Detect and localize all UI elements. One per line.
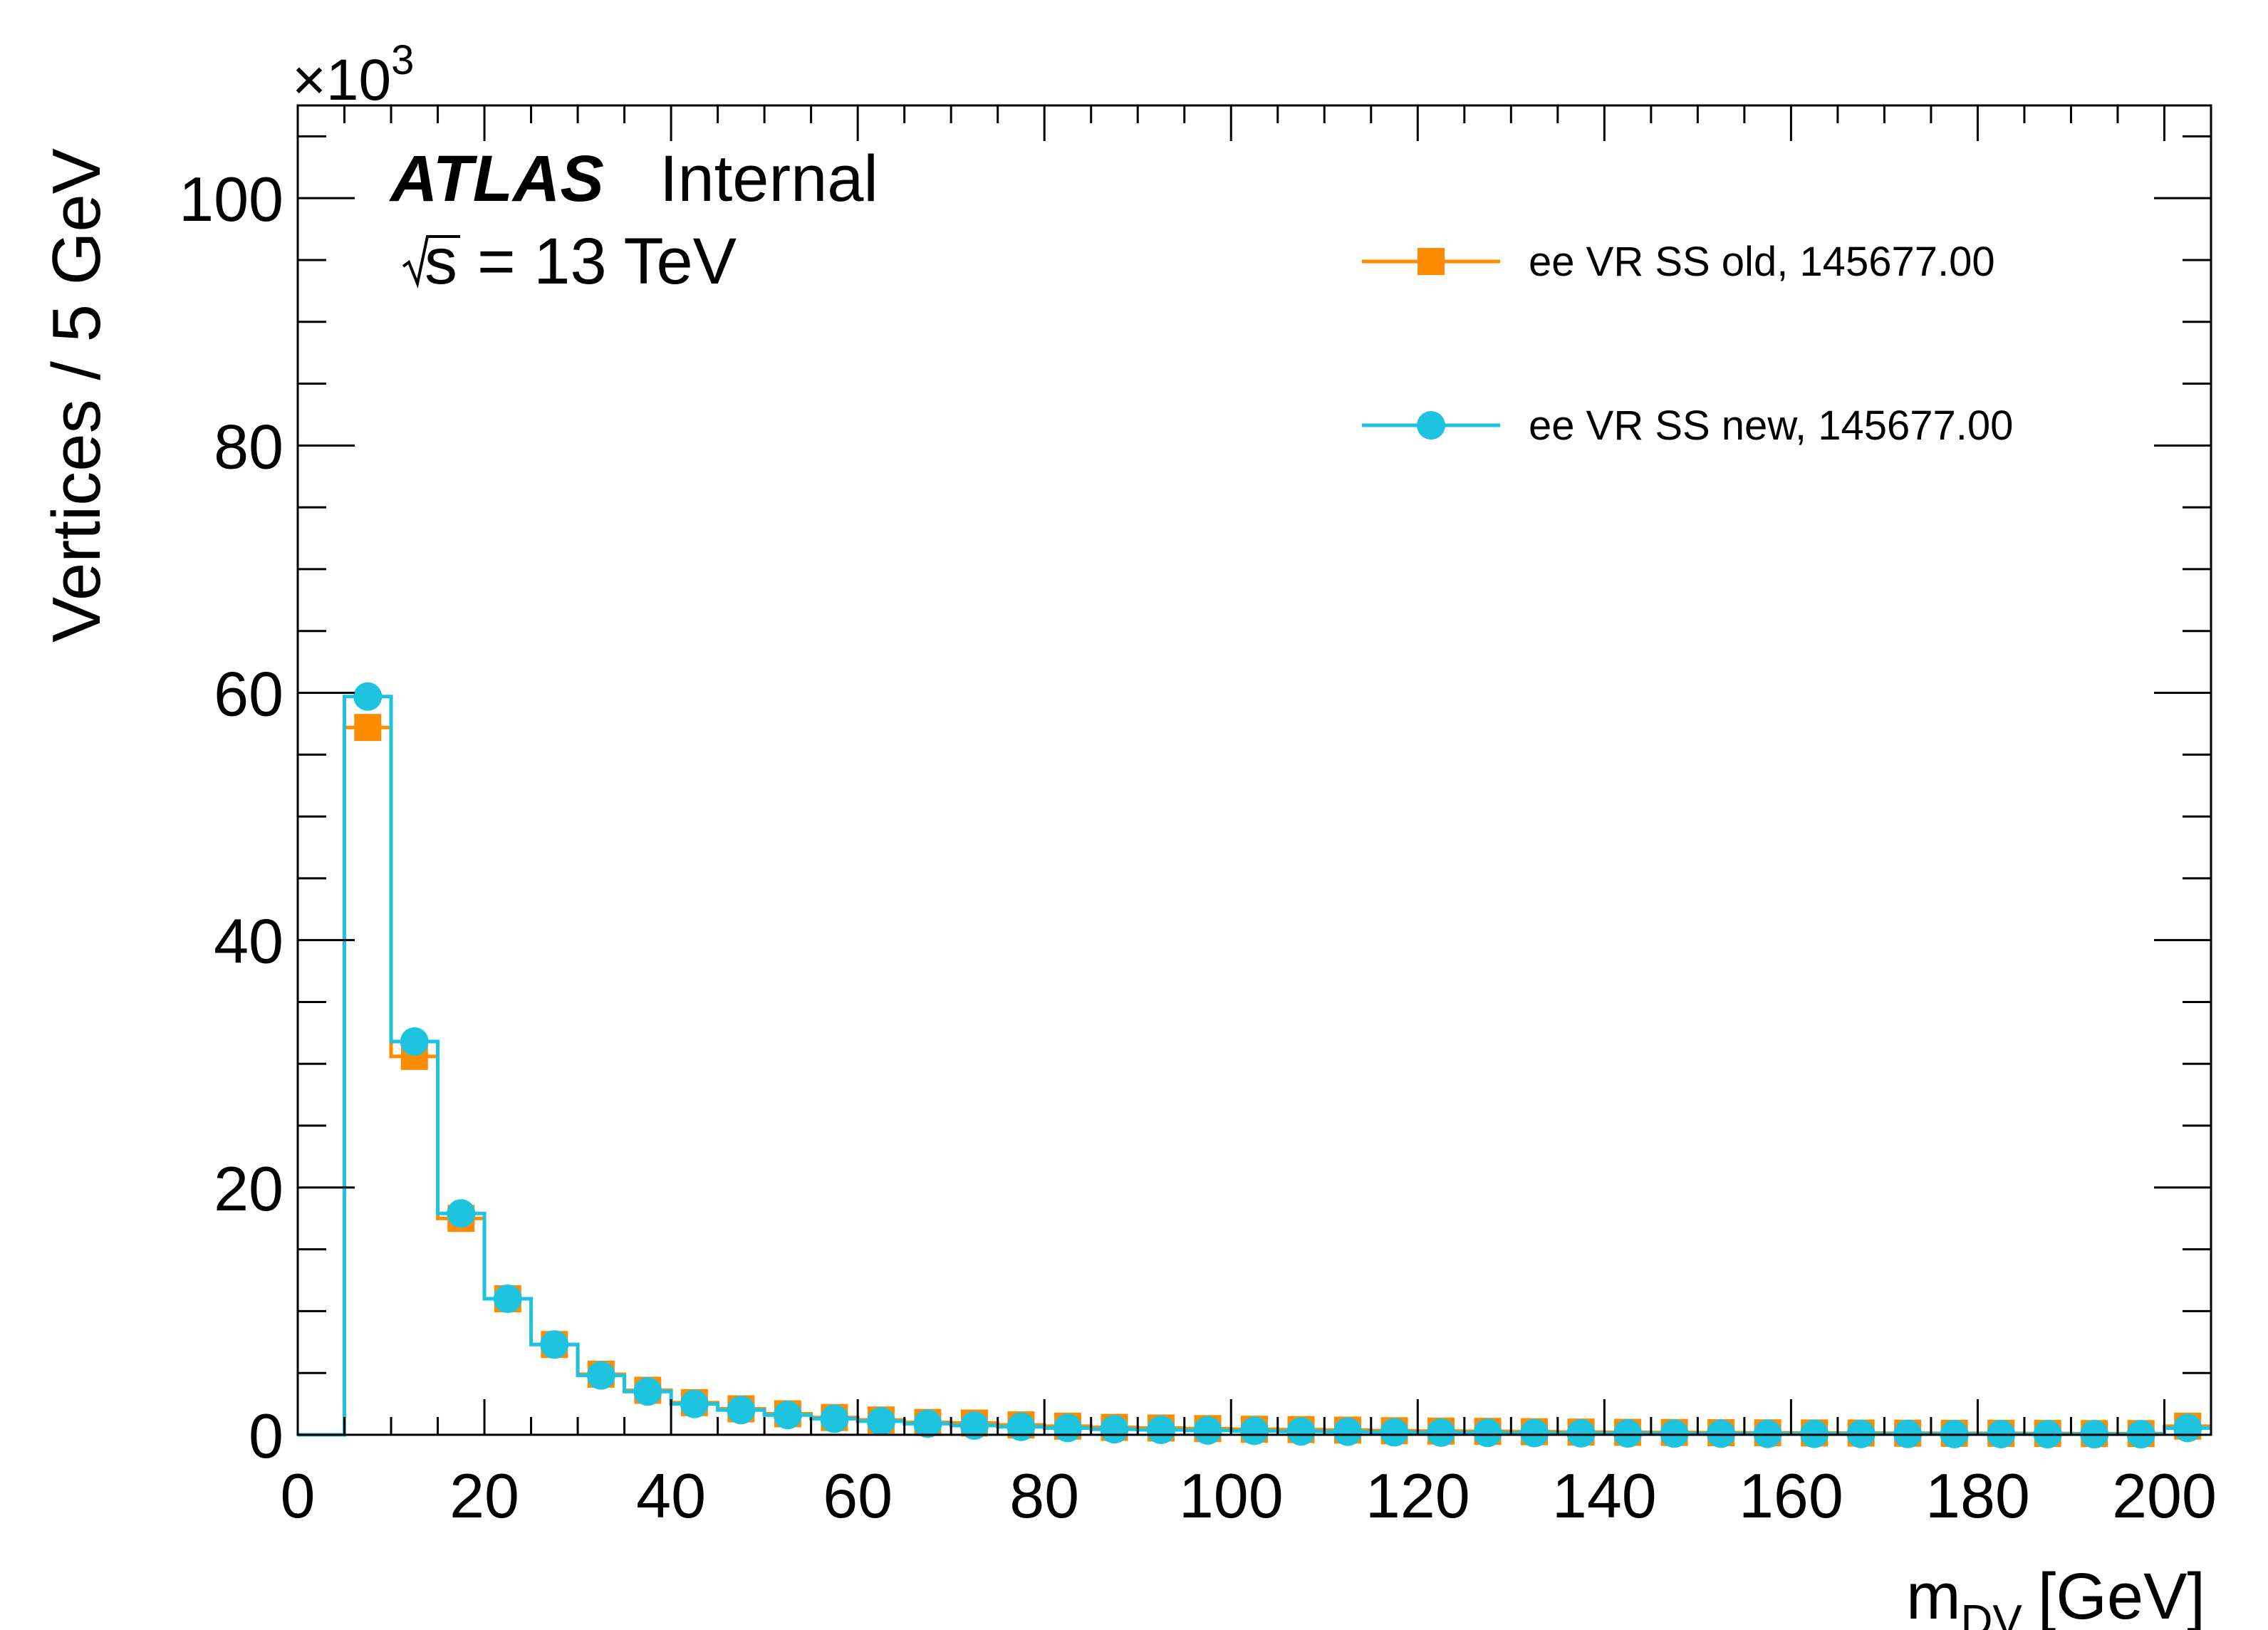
circle-marker xyxy=(1146,1416,1175,1445)
circle-marker xyxy=(1473,1418,1502,1448)
y-tick-label: 60 xyxy=(214,659,284,730)
series-square xyxy=(298,714,2211,1448)
circle-marker xyxy=(1053,1413,1082,1443)
circle-marker xyxy=(2173,1413,2202,1443)
circle-marker xyxy=(1193,1416,1222,1445)
circle-marker xyxy=(1707,1419,1736,1448)
circle-marker xyxy=(493,1284,522,1314)
circle-marker xyxy=(353,682,383,711)
x-tick-label: 80 xyxy=(1009,1460,1079,1531)
y-tick-label: 0 xyxy=(249,1401,284,1471)
x-tick-label: 160 xyxy=(1739,1460,1843,1531)
circle-marker xyxy=(586,1361,615,1390)
circle-marker xyxy=(633,1377,662,1406)
energy-root-symbol: s xyxy=(425,225,457,298)
x-tick-label: 200 xyxy=(2112,1460,2217,1531)
circle-marker xyxy=(1566,1418,1596,1448)
legend-label: ee VR SS new, 145677.00 xyxy=(1529,403,2013,449)
legend-label: ee VR SS old, 145677.00 xyxy=(1529,239,1995,285)
y-tick-label: 100 xyxy=(179,164,284,234)
circle-marker xyxy=(1520,1418,1549,1448)
x-tick-label: 140 xyxy=(1552,1460,1657,1531)
y-tick-label: 20 xyxy=(214,1153,284,1224)
internal-label: Internal xyxy=(660,142,878,215)
circle-marker xyxy=(1100,1415,1129,1444)
circle-marker xyxy=(680,1389,709,1418)
y-axis-multiplier: ×103 xyxy=(292,37,414,113)
circle-marker xyxy=(447,1199,476,1228)
x-label-sub: DV xyxy=(1961,1597,2023,1630)
x-label-unit: [GeV] xyxy=(2038,1560,2205,1630)
sqrt-sign xyxy=(402,235,460,289)
series-layer xyxy=(298,682,2211,1449)
circle-marker xyxy=(1613,1419,1643,1448)
x-tick-label: 180 xyxy=(1925,1460,2030,1531)
x-axis-label: mDV [GeV] xyxy=(1906,1560,2205,1630)
x-label-main: m xyxy=(1906,1560,1961,1630)
x-tick-label: 120 xyxy=(1366,1460,1470,1531)
circle-marker xyxy=(400,1027,429,1057)
square-marker xyxy=(354,714,382,742)
y-tick-label: 80 xyxy=(214,411,284,482)
circle-marker xyxy=(866,1406,895,1436)
circle-marker xyxy=(773,1401,802,1430)
circle-marker xyxy=(1660,1419,1689,1448)
energy-value: = 13 TeV xyxy=(477,225,737,298)
series-circle xyxy=(298,682,2211,1449)
x-tick-label: 20 xyxy=(449,1460,519,1531)
x-tick-label: 60 xyxy=(823,1460,893,1531)
y-multiplier-exponent: 3 xyxy=(391,37,414,83)
circle-marker xyxy=(959,1411,989,1440)
atlas-label: ATLAS xyxy=(389,142,604,215)
legend-circle-marker xyxy=(1417,411,1445,440)
legend-square-marker xyxy=(1418,248,1445,275)
y-axis-label: Vertices / 5 GeV xyxy=(38,148,115,643)
circle-marker xyxy=(1380,1418,1409,1447)
circle-marker xyxy=(1427,1418,1456,1447)
ticks-layer: 0 20 40 60 80 100 120 140 160 180 200 0 20 40 60 80 100 xyxy=(179,105,2217,1531)
circle-marker xyxy=(727,1396,756,1425)
y-tick-label: 40 xyxy=(214,906,284,977)
legend: ee VR SS old, 145677.00 ee VR SS new, 145… xyxy=(1362,239,2013,449)
x-tick-label: 0 xyxy=(281,1460,316,1531)
series-step-line xyxy=(298,725,2211,1437)
legend-entry: ee VR SS old, 145677.00 xyxy=(1362,239,1995,285)
circle-marker xyxy=(820,1404,849,1433)
series-step-line xyxy=(298,695,2211,1437)
x-tick-label: 40 xyxy=(636,1460,706,1531)
circle-marker xyxy=(540,1330,569,1359)
y-multiplier-base: ×10 xyxy=(292,48,391,113)
circle-marker xyxy=(1006,1412,1036,1441)
circle-marker xyxy=(1286,1417,1316,1446)
circle-marker xyxy=(1240,1416,1269,1445)
legend-entry: ee VR SS new, 145677.00 xyxy=(1362,403,2013,449)
circle-marker xyxy=(1333,1417,1363,1446)
plot-frame xyxy=(296,104,2212,1436)
circle-marker xyxy=(913,1409,942,1438)
x-tick-label: 100 xyxy=(1179,1460,1284,1531)
